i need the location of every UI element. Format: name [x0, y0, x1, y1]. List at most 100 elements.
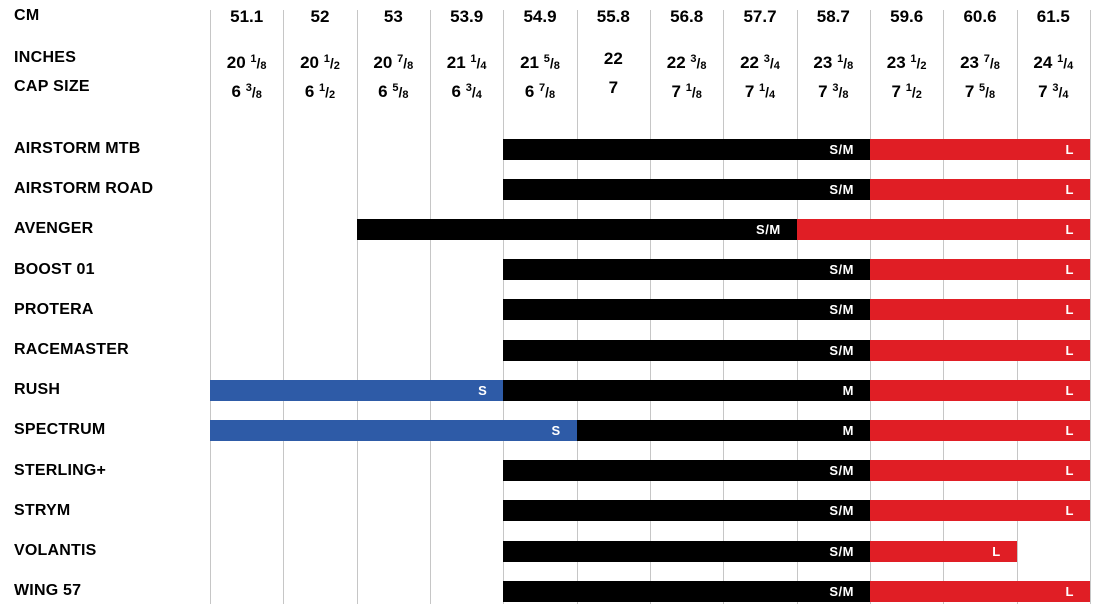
gridline [430, 10, 431, 604]
header-cap-value: 7 [608, 78, 619, 97]
header-inches-value: 21 1/4 [446, 53, 487, 72]
size-bar-label: L [1065, 382, 1074, 398]
size-bar-l: L [870, 580, 1090, 602]
header-inches-value: 24 1/4 [1033, 53, 1074, 72]
gridline [1090, 10, 1091, 604]
header-cap-value: 7 3/4 [1038, 82, 1069, 101]
header-cap-value: 6 7/8 [524, 82, 556, 101]
header-cm-value: 53 [383, 7, 403, 26]
size-bar-label: L [1065, 342, 1074, 358]
size-bar-l: L [870, 460, 1090, 482]
model-label: PROTERA [14, 300, 94, 318]
size-bar-l: L [870, 379, 1090, 401]
model-label: RUSH [14, 381, 61, 399]
size-bar-label: M [842, 422, 854, 438]
model-label: BOOST 01 [14, 260, 95, 278]
size-bar-label: S/M [829, 141, 854, 157]
model-row: AVENGER S/M L [0, 218, 1100, 240]
size-bar-label: S [478, 382, 488, 398]
cap-size-label: CAP SIZE [14, 78, 90, 95]
model-label: STRYM [14, 501, 71, 519]
model-row: WING 57 S/M L [0, 580, 1100, 602]
size-bar-label: L [1065, 583, 1074, 599]
size-bar-s-m: S/M [503, 138, 870, 160]
size-bar-label: S/M [829, 342, 854, 358]
header-cap-value: 7 3/8 [818, 82, 849, 101]
size-bar-l: L [870, 500, 1090, 522]
cm-label: CM [14, 7, 40, 24]
header-cm-value: 54.9 [523, 7, 557, 26]
model-label: AVENGER [14, 220, 94, 238]
size-bar-s-m: S/M [503, 580, 870, 602]
size-bar-l: L [796, 218, 1090, 240]
size-bar-s-m: S/M [503, 500, 870, 522]
size-bar-label: L [1065, 463, 1074, 479]
size-bar-label: S/M [829, 181, 854, 197]
model-row: RUSH S M L [0, 379, 1100, 401]
header-inches-value: 22 3/8 [666, 53, 707, 72]
header-cm-value: 59.6 [890, 7, 924, 26]
header-inches-value: 20 7/8 [373, 53, 414, 72]
size-bar-label: S/M [829, 543, 854, 559]
model-row: BOOST 01 S/M L [0, 259, 1100, 281]
header-inches-value: 22 [603, 49, 623, 68]
size-bar-s-m: S/M [503, 339, 870, 361]
size-bar-s: S [210, 379, 504, 401]
size-bar-label: S/M [829, 503, 854, 519]
header-cm-value: 56.8 [670, 7, 704, 26]
size-bar-s-m: S/M [503, 259, 870, 281]
size-bar-label: M [842, 382, 854, 398]
size-bar-label: S/M [829, 583, 854, 599]
header-cm-value: 58.7 [816, 7, 850, 26]
header-cap-value: 7 5/8 [964, 82, 996, 101]
gridline [283, 10, 285, 604]
size-bar-label: L [1065, 181, 1074, 197]
size-bar-s-m: S/M [503, 460, 870, 482]
model-label: STERLING+ [14, 461, 107, 479]
model-label: WING 57 [14, 582, 82, 600]
header-cm-value: 53.9 [450, 7, 484, 26]
header-cm-value: 51.1 [230, 7, 264, 26]
model-label: SPECTRUM [14, 421, 106, 439]
size-bar-l: L [870, 178, 1090, 200]
header-inches-value: 23 7/8 [960, 53, 1000, 72]
header-cm-value: 52 [310, 7, 330, 26]
gridline [356, 10, 358, 604]
model-row: RACEMASTER S/M L [0, 339, 1100, 361]
size-bar-label: L [1065, 262, 1074, 278]
model-label: AIRSTORM MTB [14, 140, 141, 157]
model-row: AIRSTORM MTB S/M L [0, 138, 1100, 160]
model-label: AIRSTORM ROAD [14, 180, 154, 198]
model-label: RACEMASTER [14, 341, 129, 358]
size-bar-label: L [1065, 422, 1074, 438]
size-bar-l: L [870, 339, 1090, 361]
size-bar-label: L [1065, 141, 1074, 157]
size-bar-s: S [210, 419, 577, 441]
header-cm-value: 61.5 [1036, 7, 1070, 26]
header-cap-value: 6 3/4 [451, 82, 482, 101]
header-inches-value: 20 1/2 [300, 53, 340, 72]
size-bar-s-m: S/M [503, 540, 870, 562]
header-cap-value: 7 1/2 [891, 82, 922, 101]
model-row: VOLANTIS S/M L [0, 540, 1100, 562]
size-bar-l: L [870, 299, 1090, 321]
header-cap-value: 6 5/8 [378, 82, 409, 101]
model-row: PROTERA S/M L [0, 299, 1100, 321]
size-bar-label: S [551, 422, 561, 438]
inches-label: INCHES [14, 49, 77, 66]
model-row: AIRSTORM ROAD S/M L [0, 178, 1100, 200]
header-inches-value: 21 5/8 [520, 53, 560, 72]
size-bar-label: S/M [829, 302, 854, 318]
header-cap-value: 6 3/8 [231, 82, 262, 101]
model-row: SPECTRUM S M L [0, 419, 1100, 441]
size-bar-s-m: S/M [356, 218, 797, 240]
size-bar-label: L [992, 543, 1001, 559]
size-bar-l: L [870, 138, 1090, 160]
model-row: STERLING+ S/M L [0, 460, 1100, 482]
size-bar-label: L [1065, 302, 1074, 318]
size-bar-l: L [870, 419, 1090, 441]
size-bar-l: L [870, 259, 1090, 281]
header-inches-value: 20 1/8 [226, 53, 267, 72]
header-inches-value: 22 3/4 [740, 53, 780, 72]
size-bar-l: L [870, 540, 1017, 562]
